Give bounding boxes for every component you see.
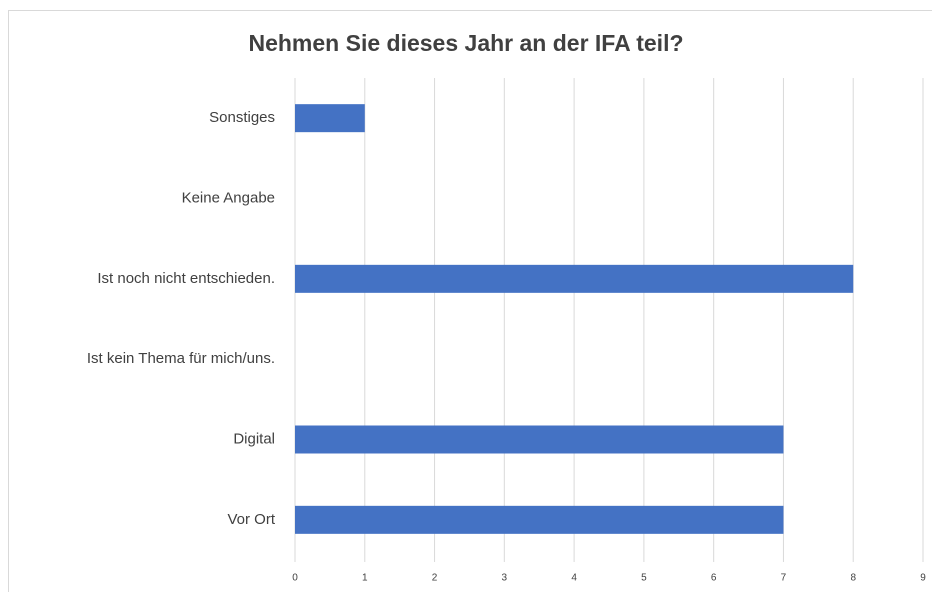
bar [295,104,365,133]
chart-frame [8,10,932,592]
y-tick-label: Keine Angabe [182,189,275,206]
y-tick-label: Digital [233,430,275,447]
x-tick-label: 0 [292,573,298,584]
x-tick-label: 3 [502,573,508,584]
y-tick-label: Sonstiges [209,109,275,126]
x-tick-label: 5 [641,573,647,584]
bar [295,264,854,293]
y-tick-label: Vor Ort [227,511,275,528]
x-tick-label: 4 [571,573,577,584]
chart-title: Nehmen Sie dieses Jahr an der IFA teil? [248,30,683,56]
y-tick-label: Ist noch nicht entschieden. [97,270,275,287]
x-tick-label: 2 [432,573,438,584]
x-tick-label: 8 [850,573,856,584]
bar [295,505,784,534]
y-tick-label: Ist kein Thema für mich/uns. [87,350,275,367]
x-tick-label: 6 [711,573,717,584]
x-tick-label: 1 [362,573,368,584]
x-tick-label: 9 [920,573,926,584]
x-tick-label: 7 [781,573,787,584]
bar [295,425,784,454]
